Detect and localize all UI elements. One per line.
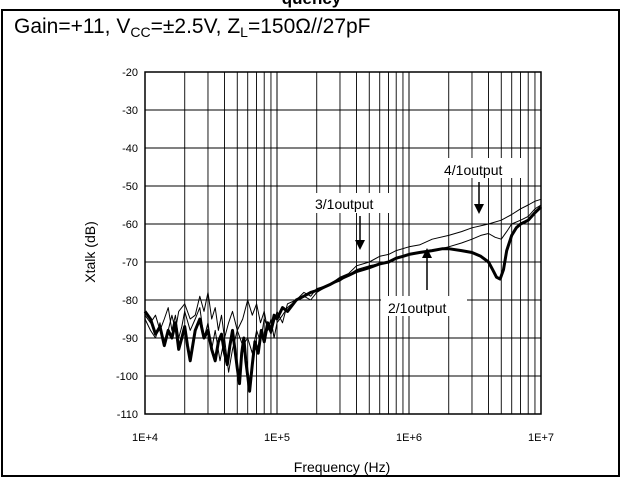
y-axis-label: Xtalk (dB) — [82, 221, 98, 282]
tick-labels: -20 -30 -40 -50 -60 -70 -80 -90 -100 -110 1E+4 1E+5… — [116, 67, 554, 444]
gain-text: Gain=+11, V — [14, 15, 131, 38]
x-tick-label: 1E+7 — [528, 432, 554, 444]
grid-layer — [144, 71, 542, 415]
y-tick-label: -60 — [122, 219, 138, 231]
annot-arrow-3-1-head — [355, 240, 365, 250]
x-tick-label: 1E+4 — [132, 432, 158, 444]
y-tick-label: -30 — [122, 105, 138, 117]
y-tick-label: -20 — [122, 67, 138, 79]
annot-arrow-2-1-head — [422, 248, 432, 258]
cut-off-title: quency — [0, 0, 623, 9]
y-tick-label: -110 — [117, 409, 138, 421]
x-tick-label: 1E+5 — [264, 432, 290, 444]
series-line-3-1output — [144, 198, 542, 373]
annot-label-4-1: 4/1output — [444, 162, 502, 178]
x-axis-label: Frequency (Hz) — [294, 459, 390, 475]
annotations: 4/1output 3/1output 2/1output — [309, 158, 524, 316]
annot-bg-3-1 — [309, 193, 395, 213]
zl-text: =150Ω//27pF — [247, 15, 371, 38]
y-tick-label: -50 — [122, 181, 138, 193]
series-layer — [143, 198, 543, 393]
y-tick-label: -90 — [122, 333, 138, 345]
annot-arrow-4-1-head — [474, 204, 484, 214]
y-tick-label: -80 — [122, 295, 138, 307]
figure-border — [1, 9, 620, 477]
y-tick-label: -40 — [122, 143, 138, 155]
vcc-subscript: CC — [130, 24, 151, 40]
test-conditions: Gain=+11, VCC=±2.5V, ZL=150Ω//27pF — [14, 14, 371, 40]
y-tick-label: -70 — [122, 257, 138, 269]
zl-subscript: L — [240, 24, 248, 40]
annot-label-2-1: 2/1output — [388, 300, 446, 316]
annot-bg-2-1 — [381, 296, 467, 316]
plot-frame — [144, 71, 542, 415]
vcc-text: =±2.5V, Z — [150, 15, 241, 38]
annot-label-3-1: 3/1output — [315, 196, 373, 212]
series-line-2-1output — [143, 205, 543, 393]
annot-bg-4-1 — [438, 158, 524, 178]
cut-off-title-strip: quency — [0, 0, 623, 9]
y-tick-label: -100 — [116, 371, 138, 383]
x-tick-label: 1E+6 — [396, 432, 422, 444]
